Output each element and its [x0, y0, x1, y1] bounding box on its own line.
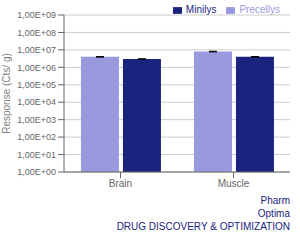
html-text:Precellys: Precellys: [239, 4, 280, 15]
html-text:Pharm: Pharm: [260, 194, 290, 206]
html-text:Optima: Optima: [257, 207, 290, 219]
svg-text:Muscle: Muscle: [218, 178, 250, 189]
svg-text:1,00E+09: 1,00E+09: [17, 10, 56, 20]
svg-text:1,00E+04: 1,00E+04: [17, 97, 56, 107]
svg-text:1,00E+06: 1,00E+06: [17, 63, 56, 73]
svg-text:1,00E+07: 1,00E+07: [17, 45, 56, 55]
svg-text:1,00E+03: 1,00E+03: [17, 115, 56, 125]
svg-text:1,00E+00: 1,00E+00: [17, 167, 56, 177]
html-text:Minilys: Minilys: [185, 4, 217, 15]
svg-text:1,00E+02: 1,00E+02: [17, 132, 56, 142]
svg-text:1,00E+05: 1,00E+05: [17, 80, 56, 90]
svg-text:Response (Cts/ g): Response (Cts/ g): [8, 53, 12, 134]
svg-text:1,00E+08: 1,00E+08: [17, 28, 56, 38]
svg-text:1,00E+01: 1,00E+01: [17, 150, 56, 160]
svg-text:Brain: Brain: [109, 178, 132, 189]
html-text:DRUG DISCOVERY & OPTIMIZATION: DRUG DISCOVERY & OPTIMIZATION: [116, 220, 290, 232]
